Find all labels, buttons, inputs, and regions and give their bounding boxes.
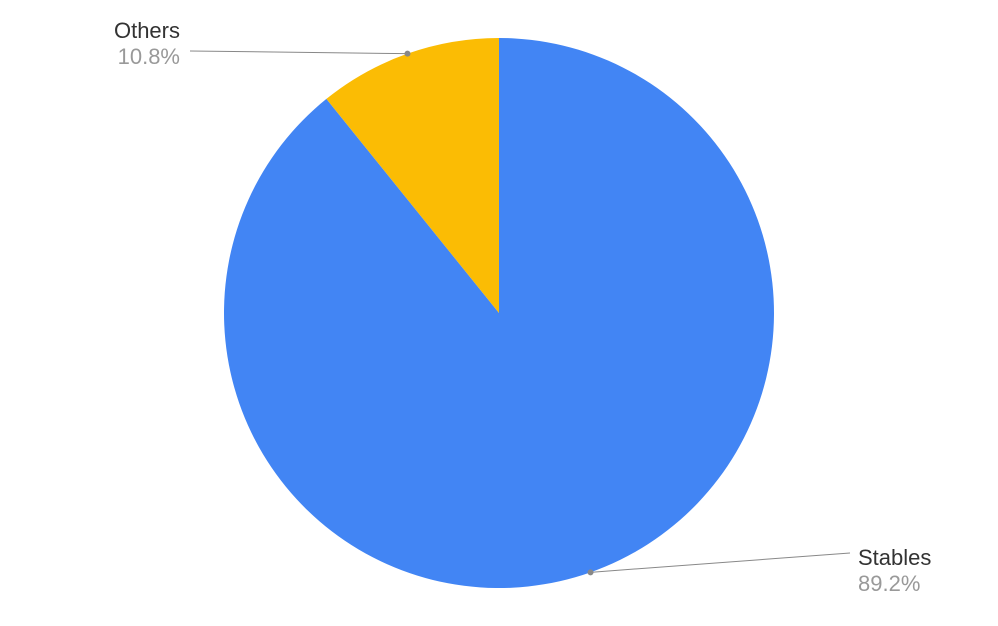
pie-svg [224,38,774,588]
slice-label-title: Stables [858,545,931,571]
slice-label-value: 10.8% [114,44,180,70]
slice-label-value: 89.2% [858,571,931,597]
slice-label-title: Others [114,18,180,44]
pie-chart: Stables89.2% Others10.8% [0,0,998,626]
slice-label-stables: Stables89.2% [858,545,931,597]
slice-label-others: Others10.8% [114,18,180,70]
